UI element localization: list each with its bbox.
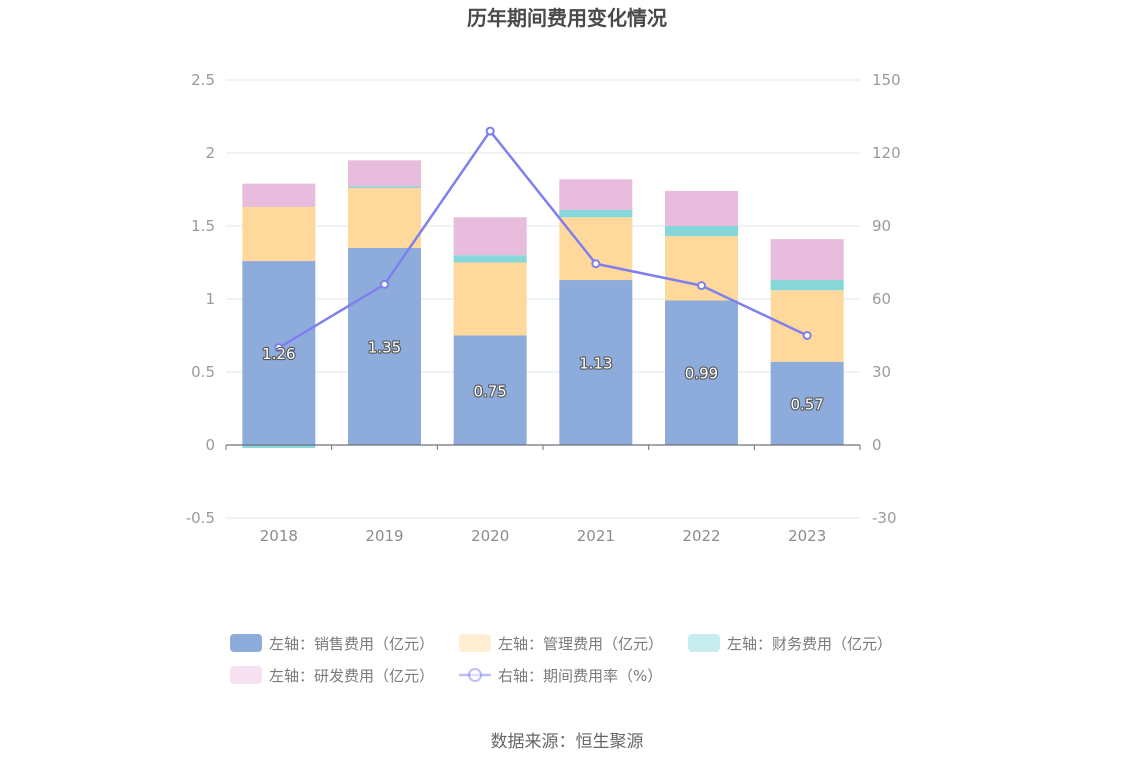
data-label: 1.35	[368, 338, 401, 356]
data-label: 0.57	[790, 395, 823, 413]
x-tick-label: 2021	[577, 527, 615, 545]
left-tick-label: -0.5	[186, 509, 215, 527]
right-tick-label: 30	[872, 363, 891, 381]
right-tick-label: 150	[872, 71, 901, 89]
bar-s2-2019	[348, 186, 421, 189]
bar-s2-2022	[665, 226, 738, 237]
chart-title: 历年期间费用变化情况	[467, 6, 667, 30]
bar-s1-2020	[453, 262, 527, 336]
legend-label: 左轴：销售费用（亿元）	[269, 635, 434, 653]
legend-label: 左轴：财务费用（亿元）	[727, 635, 892, 653]
rate-line	[274, 126, 812, 353]
x-tick-label: 2022	[682, 527, 720, 545]
legend-label: 右轴：期间费用率（%）	[498, 667, 662, 685]
bar-s3-2021	[559, 179, 633, 210]
right-tick-label: 90	[872, 217, 891, 235]
bar-s2-2023	[770, 280, 844, 291]
legend-item-4[interactable]: 右轴：期间费用率（%）	[459, 667, 662, 685]
bar-s2-2021	[559, 209, 633, 218]
rate-point-2020	[485, 126, 495, 136]
legend-label: 左轴：研发费用（亿元）	[269, 667, 434, 685]
left-tick-label: 1	[205, 290, 215, 308]
left-tick-label: 2	[205, 144, 215, 162]
legend-swatch	[230, 634, 262, 652]
legend-swatch	[230, 666, 262, 684]
bars	[242, 160, 844, 448]
left-tick-label: 0.5	[191, 363, 215, 381]
rate-point-2019	[380, 279, 389, 289]
bar-s1-2022	[665, 236, 738, 301]
left-tick-label: 0	[205, 436, 215, 454]
source-note: 数据来源：恒生聚源	[491, 732, 644, 752]
legend-label: 左轴：管理费用（亿元）	[498, 635, 663, 653]
bar-s0-2018	[242, 261, 316, 445]
data-labels: 1.26 1.35 0.75 1.13 0.99 0.57	[261, 337, 825, 414]
bar-s2-2018	[242, 445, 316, 448]
legend-swatch	[688, 634, 720, 652]
bar-s1-2021	[559, 217, 633, 281]
bar-s3-2022	[665, 190, 738, 226]
x-tick-label: 2020	[471, 527, 509, 545]
data-label: 0.75	[473, 382, 506, 400]
bar-s3-2018	[242, 183, 316, 208]
grid	[226, 79, 860, 519]
x-tick-label: 2018	[260, 527, 298, 545]
right-axis: 150 120 90 60 30 0 -30	[872, 71, 901, 527]
bar-s0-2023	[770, 361, 844, 445]
bar-s0-2022	[665, 300, 738, 445]
left-axis: 2.5 2 1.5 1 0.5 0 -0.5	[186, 71, 215, 527]
right-tick-label: 60	[872, 290, 891, 308]
legend-item-2[interactable]: 左轴：财务费用（亿元）	[688, 634, 892, 653]
legend-swatch	[459, 634, 491, 652]
data-label: 1.13	[579, 355, 612, 373]
data-label: 0.99	[685, 365, 718, 383]
legend-item-3[interactable]: 左轴：研发费用（亿元）	[230, 666, 434, 685]
bar-s1-2019	[348, 188, 421, 248]
rate-point-2018	[274, 343, 284, 353]
bar-s3-2020	[453, 217, 527, 256]
x-tick-label: 2023	[788, 527, 826, 545]
left-tick-label: 1.5	[191, 217, 215, 235]
data-label: 1.26	[262, 345, 295, 363]
legend-item-0[interactable]: 左轴：销售费用（亿元）	[230, 634, 434, 653]
rate-point-2023	[802, 331, 812, 340]
rate-point-2022	[697, 281, 706, 291]
x-axis-ticks: 2018 2019 2020 2021 2022 2023	[260, 527, 827, 545]
rate-line-path	[278, 129, 808, 349]
right-tick-label: 120	[872, 144, 901, 162]
bar-s3-2023	[770, 239, 844, 281]
x-axis	[225, 444, 861, 450]
legend-point-swatch	[468, 668, 482, 682]
right-tick-label: -30	[872, 509, 897, 527]
bar-s1-2018	[242, 207, 316, 262]
bar-s1-2023	[770, 290, 844, 362]
bar-s0-2021	[559, 280, 633, 445]
rate-point-2021	[591, 259, 601, 269]
bar-s0-2020	[453, 335, 527, 445]
bar-s3-2019	[348, 160, 421, 187]
right-tick-label: 0	[872, 436, 882, 454]
left-tick-label: 2.5	[191, 71, 215, 89]
x-tick-label: 2019	[365, 527, 403, 545]
bar-s2-2020	[453, 255, 527, 263]
legend[interactable]: 左轴：销售费用（亿元） 左轴：管理费用（亿元） 左轴：财务费用（亿元） 左轴：研发费用…	[230, 634, 892, 685]
legend-item-1[interactable]: 左轴：管理费用（亿元）	[459, 634, 663, 653]
